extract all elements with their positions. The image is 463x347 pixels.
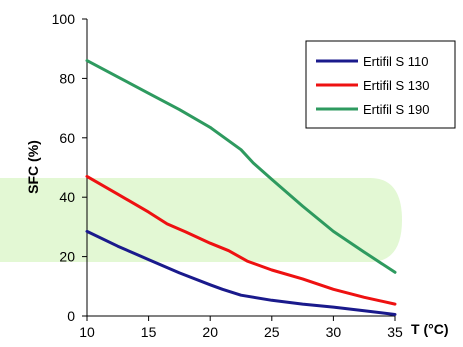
x-tick-label: 35	[387, 324, 403, 340]
y-tick-label: 20	[59, 249, 75, 265]
series-line-1	[85, 229, 397, 316]
tick-labels: 0 20 40 60 80 100 10 15 20 25 30 35	[52, 11, 403, 340]
legend-label-3: Ertifil S 190	[363, 102, 429, 117]
y-tick-label: 80	[59, 70, 75, 86]
y-axis-title: SFC (%)	[25, 140, 41, 194]
axes	[82, 18, 396, 321]
x-tick-label: 10	[79, 324, 95, 340]
highlight-band	[0, 178, 402, 262]
legend-label-2: Ertifil S 130	[363, 78, 429, 93]
y-tick-label: 40	[59, 189, 75, 205]
y-tick-label: 60	[59, 130, 75, 146]
x-tick-label: 25	[264, 324, 280, 340]
series-lines	[85, 59, 397, 316]
x-axis-title: T (°C)	[411, 321, 448, 337]
x-tick-label: 20	[202, 324, 218, 340]
series-line-3	[85, 59, 397, 274]
y-tick-label: 0	[67, 308, 75, 324]
legend-label-1: Ertifil S 110	[363, 54, 429, 69]
legend: Ertifil S 110 Ertifil S 130 Ertifil S 190	[305, 40, 456, 129]
x-tick-label: 30	[326, 324, 342, 340]
y-tick-label: 100	[52, 11, 76, 27]
series-line-2	[85, 174, 397, 306]
x-tick-label: 15	[141, 324, 157, 340]
